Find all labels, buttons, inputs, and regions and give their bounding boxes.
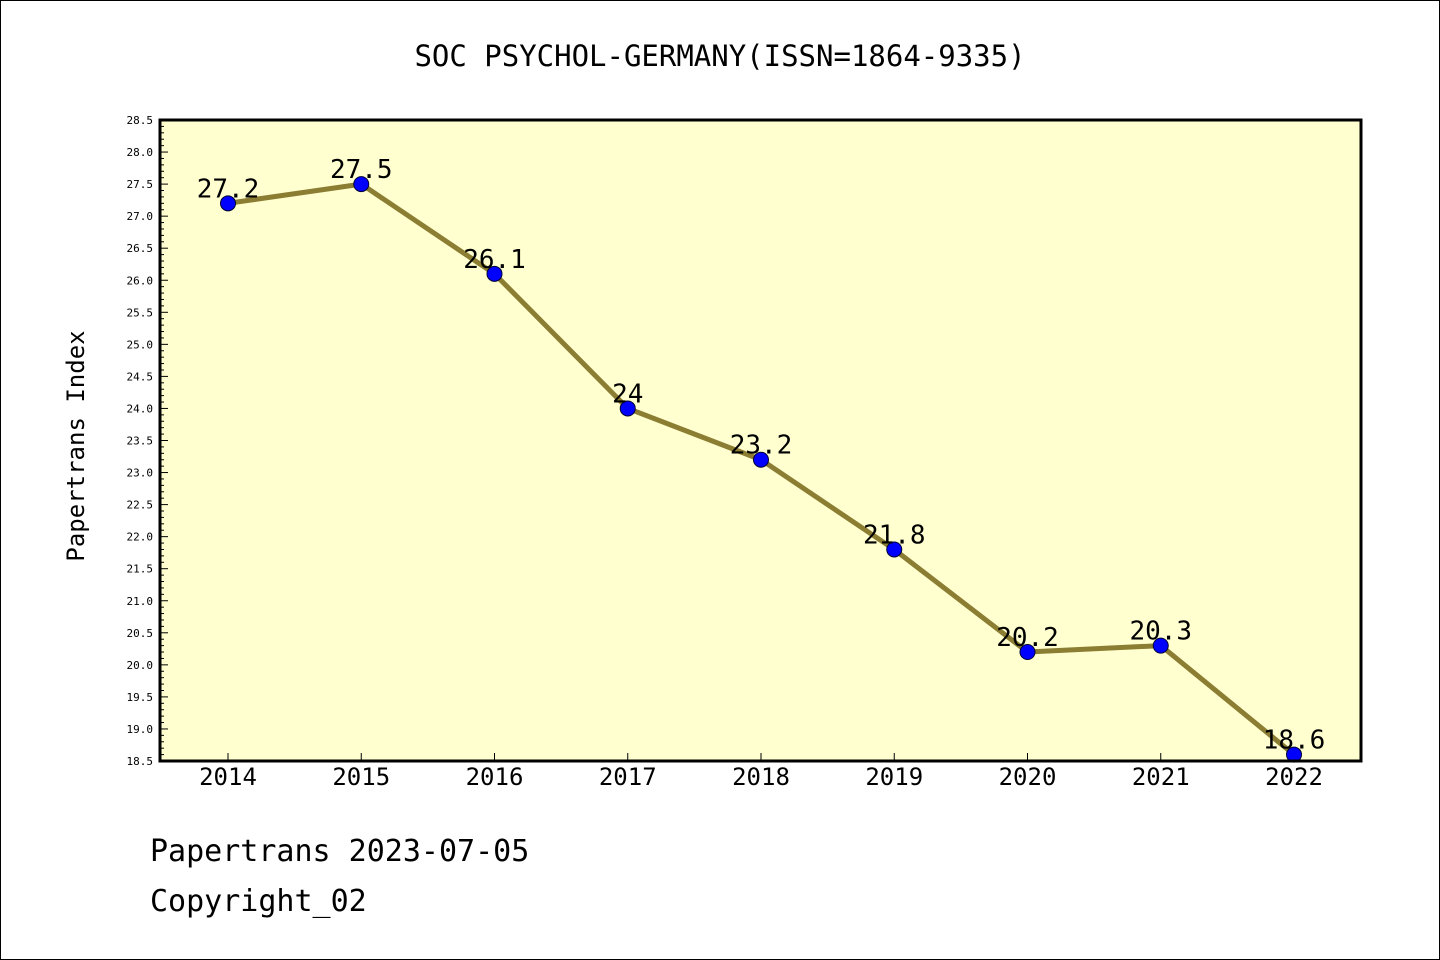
y-tick-label: 28.5 [127,114,154,127]
y-axis-label: Papertrans Index [62,330,90,561]
data-label: 27.5 [330,155,393,185]
x-tick-label: 2016 [466,763,524,791]
x-tick-label: 2018 [732,763,790,791]
y-tick-label: 22.5 [127,499,154,512]
y-tick-label: 28.0 [127,146,154,159]
data-label: 20.2 [996,623,1059,653]
y-tick-label: 21.5 [127,563,154,576]
data-label: 21.8 [863,520,926,550]
data-point [1152,637,1169,654]
y-tick-label: 24.5 [127,370,154,383]
y-tick-label: 19.5 [127,691,154,704]
y-tick-label: 18.5 [127,755,154,768]
y-tick-label: 25.0 [127,338,154,351]
data-point [753,451,769,468]
chart-title: SOC PSYCHOL-GERMANY(ISSN=1864-9335) [414,39,1025,73]
y-tick-label: 27.0 [127,210,154,223]
y-tick-label: 22.0 [127,531,154,544]
y-tick-label: 24.0 [127,402,154,415]
data-point [886,541,903,558]
data-label: 26.1 [463,245,526,275]
plot-area [160,120,1361,761]
data-point [220,195,236,212]
y-tick-label: 26.5 [127,242,154,255]
x-tick-label: 2020 [999,763,1057,791]
y-tick-label: 25.5 [127,306,154,319]
y-tick-label: 20.0 [127,659,154,672]
y-tick-label: 26.0 [127,274,154,287]
data-point [486,265,503,282]
footer-copyright: Copyright_02 [150,884,367,919]
y-tick-label: 23.5 [127,435,154,448]
data-label: 24 [612,379,643,409]
data-label: 18.6 [1263,726,1326,756]
x-tick-label: 2022 [1265,763,1323,791]
data-label: 27.2 [197,174,260,204]
data-point [619,400,636,417]
data-label: 23.2 [730,431,793,461]
y-tick-label: 20.5 [127,627,154,640]
data-point [1019,644,1036,661]
x-tick-label: 2019 [865,763,923,791]
y-tick-label: 23.0 [127,467,154,480]
x-tick-label: 2015 [332,763,390,791]
y-tick-label: 21.0 [127,595,154,608]
plot-border [158,118,1363,763]
data-point [353,176,370,193]
x-tick-label: 2014 [199,763,257,791]
footer-date: Papertrans 2023-07-05 [150,834,530,869]
y-tick-label: 19.0 [127,723,154,736]
y-tick-label: 27.5 [127,178,154,191]
x-tick-label: 2017 [599,763,657,791]
data-label: 20.3 [1129,617,1192,647]
x-tick-label: 2021 [1132,763,1190,791]
